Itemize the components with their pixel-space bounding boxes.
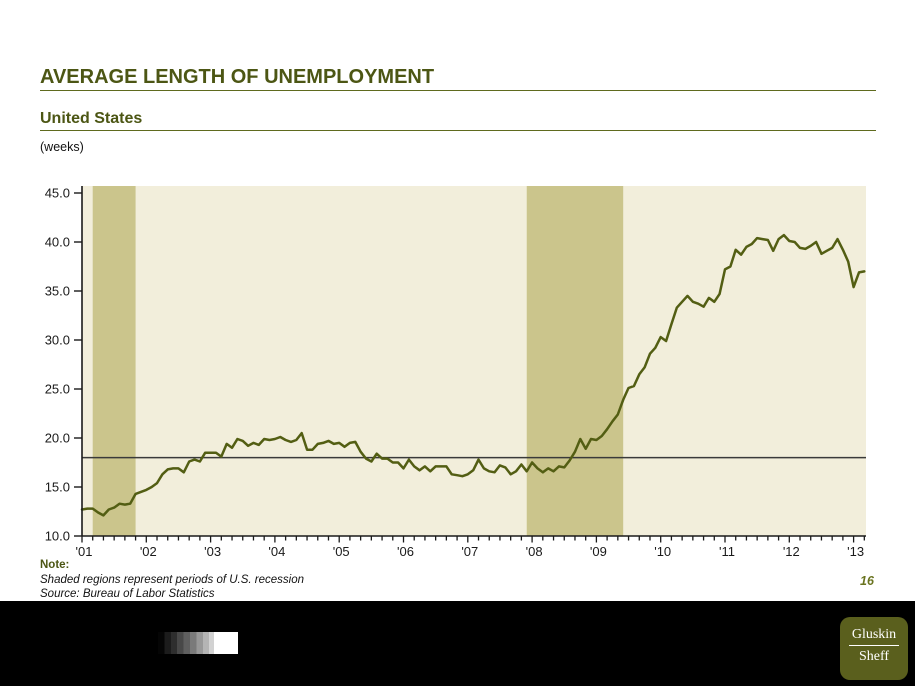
- x-axis-tick-label: '11: [719, 544, 735, 559]
- x-axis-tick-label: '01: [76, 544, 93, 559]
- unemployment-line-chart: 10.0 15.0 20.0 25.0 30.0 35.0 40.0 45.0 '01 '02 '0…: [45, 186, 866, 559]
- logo-divider: [849, 645, 899, 646]
- y-axis-tick-label: 35.0: [45, 284, 70, 299]
- plot-area: [82, 186, 866, 536]
- x-axis-tick-label: '02: [140, 544, 157, 559]
- units-label: (weeks): [40, 140, 84, 154]
- y-axis-tick-label: 25.0: [45, 382, 70, 397]
- unemployment-line: [80, 233, 866, 517]
- x-axis-tick-label: '08: [526, 544, 543, 559]
- y-axis-tick-label: 40.0: [45, 235, 70, 250]
- recession-band: [92, 186, 136, 536]
- x-axis-tick-label: '12: [783, 544, 800, 559]
- footer-bar: Gluskin Sheff: [0, 601, 915, 686]
- x-axis-tick-label: '07: [461, 544, 478, 559]
- chart-subtitle: United States: [40, 110, 143, 127]
- page-title: AVERAGE LENGTH OF UNEMPLOYMENT: [40, 66, 435, 88]
- x-axis-tick-label: '09: [590, 544, 607, 559]
- y-axis-tick-label: 20.0: [45, 431, 70, 446]
- note-source-text: Source: Bureau of Labor Statistics: [40, 588, 215, 600]
- logo-text-sheff: Sheff: [858, 649, 890, 664]
- y-axis-tick-label: 10.0: [45, 529, 70, 544]
- title-underline: [40, 90, 876, 91]
- gluskin-sheff-logo: Gluskin Sheff: [840, 617, 908, 680]
- subtitle-underline: [40, 130, 876, 131]
- note-recession-text: Shaded regions represent periods of U.S.…: [40, 574, 305, 586]
- logo-text-gluskin: Gluskin: [851, 627, 897, 642]
- y-axis-tick-label: 45.0: [45, 186, 70, 201]
- x-axis-tick-label: '05: [333, 544, 350, 559]
- page-number: 16: [860, 574, 874, 588]
- grayscale-gradient-strip: [158, 632, 238, 654]
- x-axis-tick-label: '13: [847, 544, 864, 559]
- x-axis-tick-label: '03: [204, 544, 221, 559]
- y-axis-tick-label: 15.0: [45, 480, 70, 495]
- x-axis-tick-label: '10: [654, 544, 671, 559]
- y-axis-tick-label: 30.0: [45, 333, 70, 348]
- x-axis-tick-label: '04: [268, 544, 285, 559]
- note-block: Note: Shaded regions represent periods o…: [40, 559, 304, 601]
- x-axis-tick-label: '06: [397, 544, 414, 559]
- note-label: Note:: [40, 559, 70, 571]
- recession-band: [526, 186, 624, 536]
